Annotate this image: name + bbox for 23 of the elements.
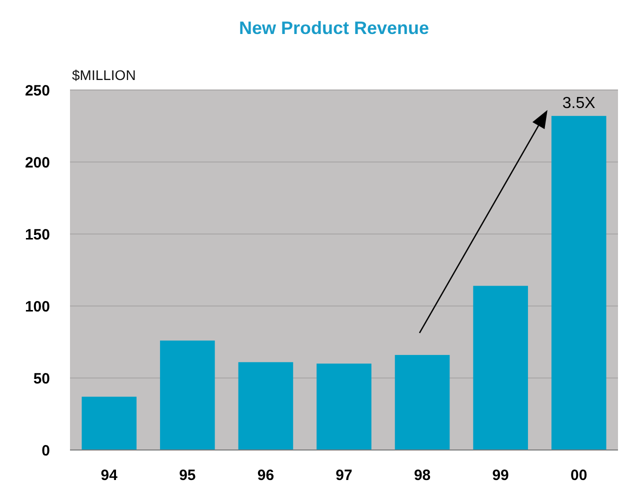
x-tick-label: 99 [492, 467, 509, 484]
y-tick-label: 0 [42, 442, 50, 460]
y-tick-label: 250 [24, 82, 50, 100]
y-tick-label: 50 [33, 370, 50, 388]
bar [238, 362, 294, 450]
x-tick-label: 97 [336, 467, 352, 484]
chart-title: New Product Revenue [238, 18, 430, 38]
x-tick-label: 94 [100, 467, 118, 484]
x-tick-label: 95 [179, 467, 196, 484]
bar [160, 340, 215, 450]
bar [82, 396, 137, 450]
bar [316, 364, 372, 450]
y-tick-label: 100 [24, 298, 50, 316]
x-tick-label: 98 [414, 467, 431, 484]
y-tick-label: 150 [24, 226, 50, 244]
bar [551, 116, 606, 450]
x-tick-label: 00 [570, 467, 588, 484]
x-tick-label: 96 [257, 467, 274, 484]
y-axis-title: $MILLION [72, 67, 136, 83]
y-tick-label: 200 [24, 154, 50, 172]
bar [473, 286, 528, 450]
bar [394, 354, 450, 450]
annotation: 3.5X [562, 95, 596, 112]
